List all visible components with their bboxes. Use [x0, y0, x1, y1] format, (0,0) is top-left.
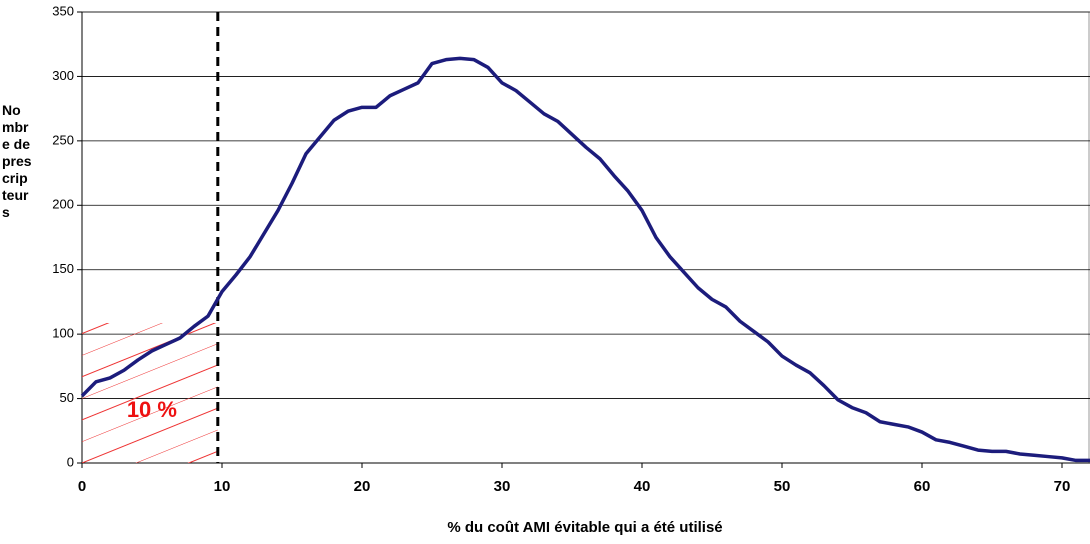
x-tick-label: 60 [914, 478, 931, 495]
x-tick-label: 40 [634, 478, 651, 495]
y-tick-label: 250 [52, 132, 74, 147]
y-tick-label: 300 [52, 68, 74, 83]
x-tick-label: 30 [494, 478, 511, 495]
y-tick-label: 100 [52, 326, 74, 341]
x-tick-label: 70 [1054, 478, 1071, 495]
x-tick-label: 10 [214, 478, 231, 495]
y-tick-label: 50 [60, 390, 74, 405]
y-axis-label: Nombre de prescripteurs [2, 102, 32, 220]
y-tick-label: 150 [52, 261, 74, 276]
x-tick-label: 0 [78, 478, 86, 495]
annotation: 10 % [127, 397, 177, 422]
x-tick-label: 50 [774, 478, 791, 495]
plot-area [81, 11, 1090, 464]
y-tick-label: 200 [52, 197, 74, 212]
hatch-area [82, 323, 218, 463]
series-line [80, 56, 1090, 463]
x-tick-label: 20 [354, 478, 371, 495]
y-tick-label: 350 [52, 3, 74, 18]
x-axis-label: % du coût AMI évitable qui a été utilisé [447, 519, 722, 536]
y-tick-label: 0 [67, 454, 74, 469]
